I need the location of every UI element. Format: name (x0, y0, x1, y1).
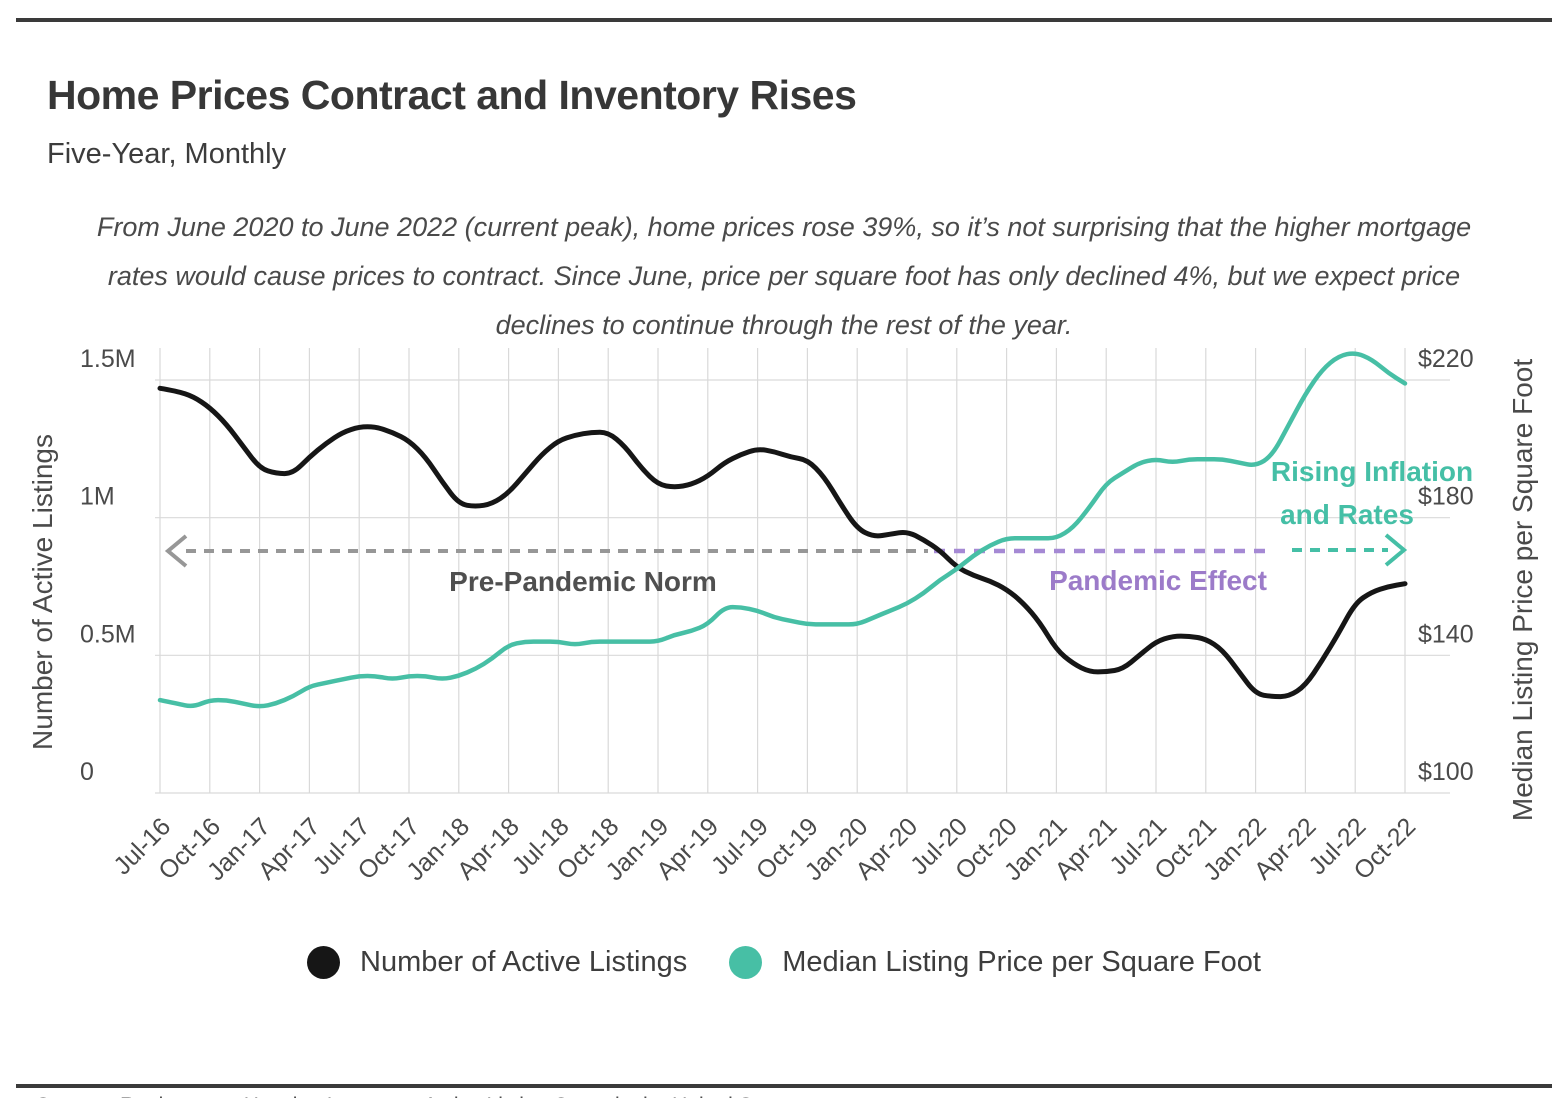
source-note: Source: Realtor.com, Housing Inventory: … (36, 1006, 804, 1098)
left-axis-title: Number of Active Listings (27, 434, 58, 750)
y-tick-labels: 1.5M 1M 0.5M 0 $220 $180 $140 $100 (80, 345, 1474, 786)
annotations (164, 533, 1408, 568)
active-listings-dot-icon (307, 946, 341, 979)
legend-item-active-listings: Number of Active Listings (307, 946, 687, 979)
top-rule (16, 18, 1552, 22)
intro-line-3: declines to continue through the rest of… (495, 310, 1073, 340)
annotation-pandemic: Pandemic Effect (1049, 565, 1267, 596)
price-per-sqft-line (157, 351, 1408, 709)
legend-item-price-per-sqft: Median Listing Price per Square Foot (729, 946, 1261, 979)
left-axis-tick: 1.5M (80, 345, 136, 373)
chart-subtitle: Five-Year, Monthly (47, 138, 287, 170)
right-axis-tick: $100 (1418, 758, 1474, 786)
arrow-right-icon (1384, 533, 1408, 567)
left-axis-tick: 1M (80, 483, 115, 511)
annotation-rising-line1: Rising Inflation (1271, 456, 1473, 487)
price-per-sqft-dot-icon (729, 946, 763, 979)
chart-intro: From June 2020 to June 2022 (current pea… (0, 203, 1568, 350)
right-axis-tick: $220 (1418, 345, 1474, 373)
legend-label: Median Listing Price per Square Foot (782, 946, 1261, 978)
left-axis-tick: 0 (80, 758, 94, 786)
intro-line-2: rates would cause prices to contract. Si… (107, 261, 1461, 291)
left-axis-tick: 0.5M (80, 620, 136, 648)
right-axis-title: Median Listing Price per Square Foot (1507, 359, 1538, 821)
right-axis-tick: $140 (1418, 620, 1474, 648)
grid (155, 348, 1450, 794)
bottom-rule (16, 1084, 1552, 1088)
intro-line-1: From June 2020 to June 2022 (current pea… (96, 212, 1472, 242)
page-title: Home Prices Contract and Inventory Rises (47, 72, 857, 118)
chart-legend: Number of Active Listings Median Listing… (0, 946, 1568, 979)
annotation-pre-pandemic: Pre-Pandemic Norm (449, 566, 717, 597)
x-tick-labels: Jul-16Oct-16Jan-17Apr-17Jul-17Oct-17Jan-… (108, 812, 1421, 886)
source-line-1: Source: Realtor.com, Housing Inventory: … (36, 1086, 804, 1098)
arrow-left-icon (164, 534, 188, 568)
right-axis-tick: $180 (1418, 483, 1474, 511)
annotation-rising-line2: and Rates (1280, 499, 1414, 530)
active-listings-line (157, 385, 1408, 700)
legend-label: Number of Active Listings (360, 946, 688, 978)
